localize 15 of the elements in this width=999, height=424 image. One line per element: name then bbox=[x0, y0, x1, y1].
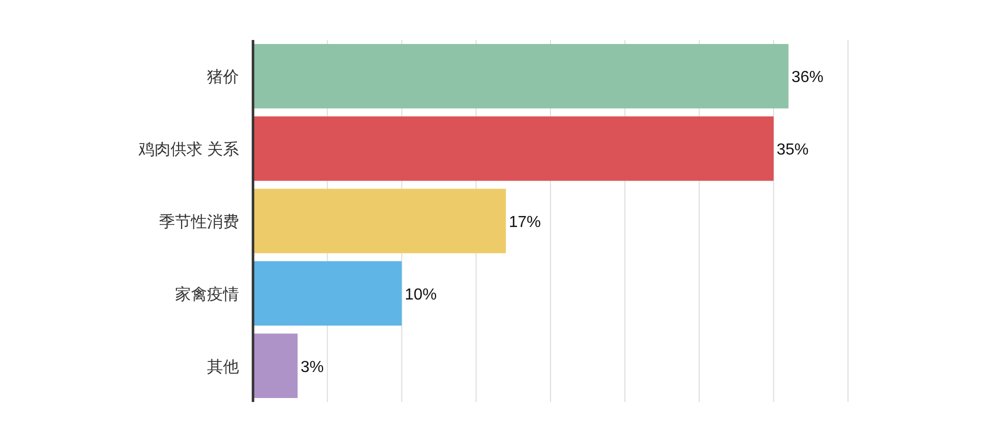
y-tick-label: 家禽疫情 bbox=[175, 285, 239, 304]
bar bbox=[253, 188, 506, 254]
y-tick-label: 季节性消费 bbox=[159, 213, 239, 231]
y-tick-label: 其他 bbox=[207, 358, 239, 376]
data-label: 10% bbox=[404, 286, 437, 304]
bar bbox=[253, 261, 402, 326]
bar bbox=[253, 44, 788, 108]
y-tick-label: 猪价 bbox=[207, 68, 239, 86]
y-tick-label: 鸡肉供求 关系 bbox=[138, 140, 239, 159]
bar bbox=[253, 116, 774, 181]
data-label: 35% bbox=[776, 142, 809, 159]
bar bbox=[253, 334, 298, 398]
data-label: 36% bbox=[792, 69, 824, 86]
data-label: 3% bbox=[300, 358, 324, 376]
data-label: 17% bbox=[508, 214, 541, 231]
